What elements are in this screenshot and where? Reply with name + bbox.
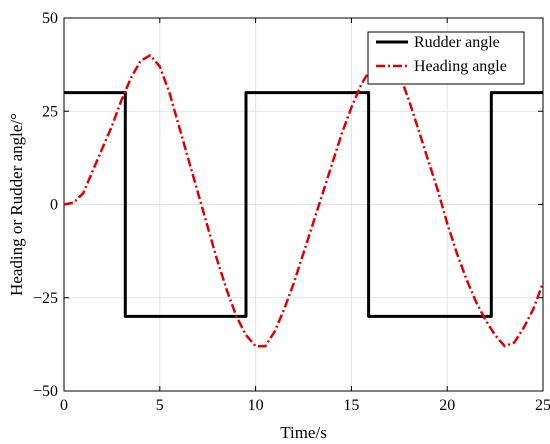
series-line-rudder-angle (64, 91, 543, 318)
y-tick-label: 0 (50, 197, 58, 214)
y-tick-label: −50 (33, 383, 58, 400)
y-tick-label: −25 (33, 290, 58, 307)
x-tick-label: 0 (60, 397, 68, 414)
legend: Rudder angle Heading angle (367, 31, 525, 85)
y-tick-label: 25 (42, 103, 58, 120)
legend-label-heading-angle: Heading angle (414, 58, 507, 75)
x-tick-label: 20 (439, 397, 455, 414)
axis-ticks: 0 5 10 15 20 25 −50 −25 0 25 50 (33, 10, 550, 414)
series-line-heading-angle (63, 54, 545, 348)
legend-label-rudder-angle: Rudder angle (414, 34, 500, 51)
x-tick-label: 10 (248, 397, 264, 414)
series-layer (63, 54, 545, 348)
x-tick-label: 25 (535, 397, 550, 414)
x-tick-label: 15 (343, 397, 359, 414)
y-axis-label: Heading or Rudder angle/° (7, 113, 26, 296)
x-axis-label: Time/s (280, 423, 327, 442)
y-tick-label: 50 (42, 10, 58, 27)
x-tick-label: 5 (156, 397, 164, 414)
